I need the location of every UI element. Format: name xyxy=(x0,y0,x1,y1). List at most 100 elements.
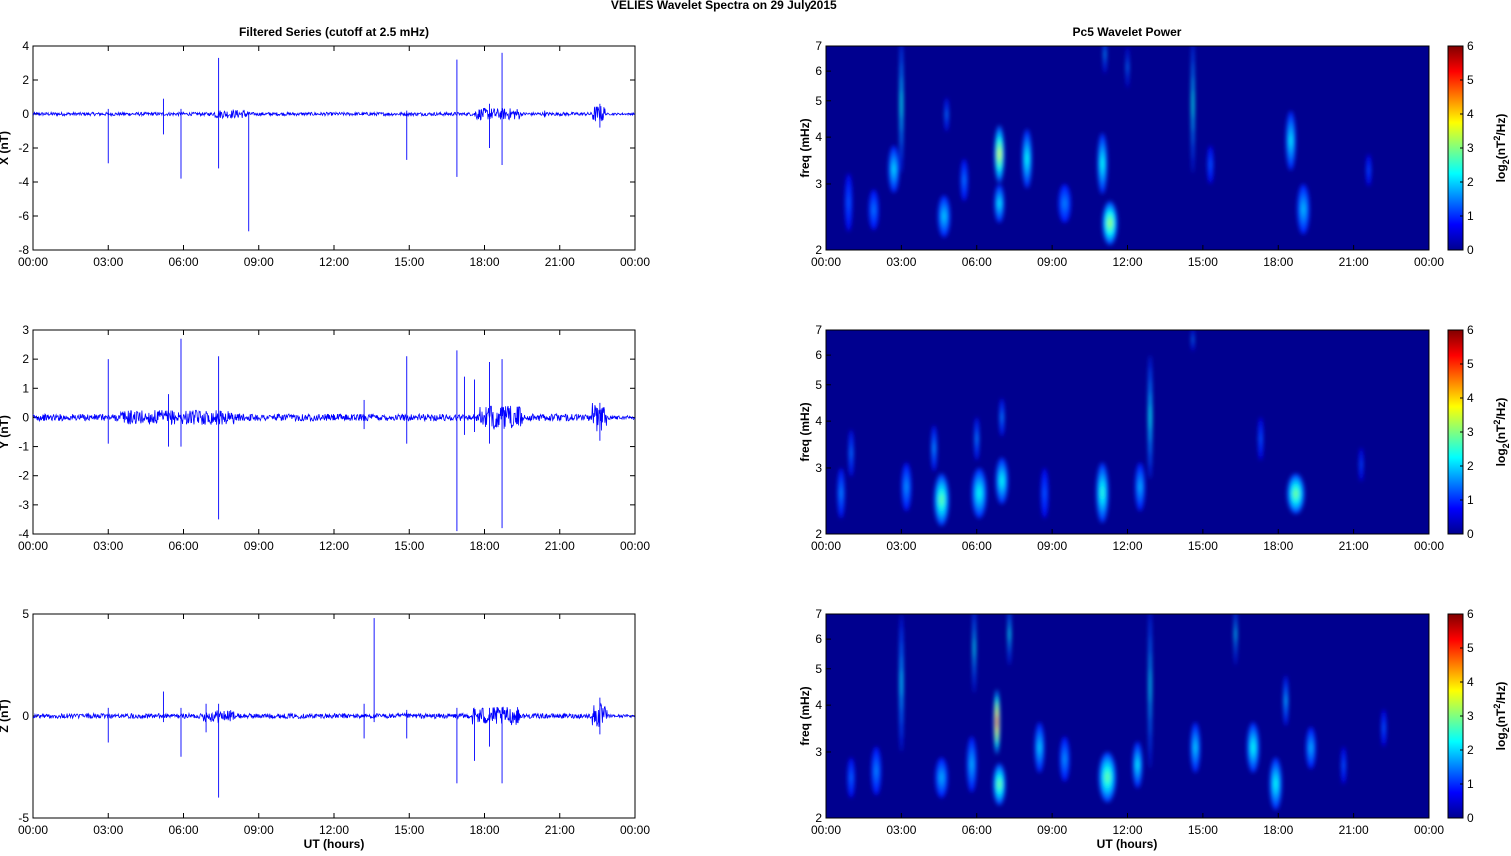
power-blob xyxy=(1342,761,1345,770)
x-tick-label: 00:00 xyxy=(620,823,650,837)
colorbar-tick-label: 0 xyxy=(1467,243,1474,257)
power-blob xyxy=(1148,404,1152,430)
x-tick-label: 09:00 xyxy=(244,255,274,269)
colorbar-tick-label: 2 xyxy=(1467,743,1474,757)
power-blob xyxy=(1136,760,1139,770)
power-blob xyxy=(1108,218,1112,228)
power-blob xyxy=(1103,50,1107,59)
y-tick-label: -4 xyxy=(18,175,29,189)
power-blob xyxy=(1382,724,1385,732)
x-tick-label: 00:00 xyxy=(18,823,48,837)
colorbar-tick-label: 1 xyxy=(1467,209,1474,223)
x-tick-label: 21:00 xyxy=(1339,539,1369,553)
colorbar-tick-label: 4 xyxy=(1467,107,1474,121)
x-tick-label: 00:00 xyxy=(620,539,650,553)
y-tick-label: -4 xyxy=(18,527,29,541)
colorbar-tick-label: 5 xyxy=(1467,641,1474,655)
power-blob xyxy=(1138,482,1142,492)
x-tick-label: 00:00 xyxy=(811,255,841,269)
y-tick-label: 7 xyxy=(815,39,822,53)
y-axis-label: freq (mHz) xyxy=(798,118,812,177)
colorbar-tick-label: 1 xyxy=(1467,777,1474,791)
x-tick-label: 12:00 xyxy=(319,255,349,269)
power-blob xyxy=(1367,167,1370,174)
x-tick-label: 21:00 xyxy=(1339,255,1369,269)
power-blob xyxy=(1000,413,1004,422)
y-tick-label: 3 xyxy=(22,323,29,337)
power-blob xyxy=(1105,772,1110,783)
y-tick-label: 4 xyxy=(815,698,822,712)
power-blob xyxy=(962,175,966,185)
x-tick-label: 00:00 xyxy=(1414,823,1444,837)
axes-box xyxy=(32,45,636,251)
x-tick-label: 15:00 xyxy=(394,823,424,837)
x-tick-label: 15:00 xyxy=(1188,255,1218,269)
colorbar: 0 1 2 3 4 5 6 log2(nT2/Hz) xyxy=(1447,39,1511,257)
x-tick-label: 21:00 xyxy=(545,539,575,553)
power-blob xyxy=(1191,90,1195,118)
x-tick-label: 06:00 xyxy=(962,539,992,553)
signal-trace xyxy=(32,106,636,122)
figure-title-year: 2015 xyxy=(810,0,837,12)
y-axis-label: Y (nT) xyxy=(0,415,11,449)
power-blob xyxy=(875,766,878,776)
x-tick-label: 21:00 xyxy=(545,823,575,837)
power-blob xyxy=(1234,627,1237,641)
x-tick-label: 15:00 xyxy=(394,255,424,269)
power-blob xyxy=(1000,476,1004,486)
y-tick-label: 7 xyxy=(815,323,822,337)
power-blob xyxy=(1101,157,1104,170)
x-tick-label: 00:00 xyxy=(811,823,841,837)
power-blob xyxy=(872,205,875,214)
power-blob xyxy=(1309,743,1313,753)
x-tick-label: 18:00 xyxy=(469,255,499,269)
power-blob xyxy=(940,494,944,506)
x-tick-label: 21:00 xyxy=(545,255,575,269)
colorbar-tick-label: 2 xyxy=(1467,175,1474,189)
y-tick-label: 4 xyxy=(815,130,822,144)
y-axis-label: X (nT) xyxy=(0,131,11,165)
y-tick-label: 3 xyxy=(815,177,822,191)
power-blob xyxy=(998,148,1001,160)
power-blob xyxy=(847,196,850,209)
power-blob xyxy=(940,773,943,782)
x-tick-label: 15:00 xyxy=(1188,823,1218,837)
y-axis-label: freq (mHz) xyxy=(798,686,812,745)
right-column-title: Pc5 Wavelet Power xyxy=(1073,25,1182,39)
y-tick-label: -2 xyxy=(18,469,29,483)
y-tick-label: 5 xyxy=(815,662,822,676)
power-blob xyxy=(975,434,978,444)
power-blob xyxy=(1043,488,1046,499)
colorbar: 0 1 2 3 4 5 6 log2(nT2/Hz) xyxy=(1447,323,1511,541)
x-tick-label: 00:00 xyxy=(18,255,48,269)
y-tick-label: 3 xyxy=(815,745,822,759)
power-blob xyxy=(932,443,936,453)
colorbar-tick-label: 4 xyxy=(1467,675,1474,689)
x-tick-label: 12:00 xyxy=(1112,255,1142,269)
y-tick-label: 1 xyxy=(22,381,29,395)
y-tick-label: 5 xyxy=(815,378,822,392)
y-tick-label: -5 xyxy=(18,811,29,825)
y-tick-label: 6 xyxy=(815,348,822,362)
power-blob xyxy=(1126,62,1129,72)
power-blob xyxy=(1063,199,1066,208)
power-blob xyxy=(977,488,981,499)
x-tick-label: 18:00 xyxy=(1263,255,1293,269)
power-blob xyxy=(973,638,976,658)
y-tick-label: -1 xyxy=(18,440,29,454)
x-tick-label: 12:00 xyxy=(319,539,349,553)
x-tick-label: 06:00 xyxy=(168,255,198,269)
colorbar-tick-label: 2 xyxy=(1467,459,1474,473)
spectrogram-background xyxy=(826,614,1429,818)
x-tick-label: 21:00 xyxy=(1339,823,1369,837)
spectrogram-panel-1: 2 3 4 5 6 7 00:00 03:00 06:00 09:00 12:00 15:00 18:0… xyxy=(798,39,1511,269)
power-blob xyxy=(1294,489,1298,498)
x-tick-label: 09:00 xyxy=(244,539,274,553)
x-tick-label: 18:00 xyxy=(1263,539,1293,553)
colorbar-label: log2(nT2/Hz) xyxy=(1492,114,1511,183)
power-blob xyxy=(1259,434,1262,444)
power-blob xyxy=(945,111,948,118)
